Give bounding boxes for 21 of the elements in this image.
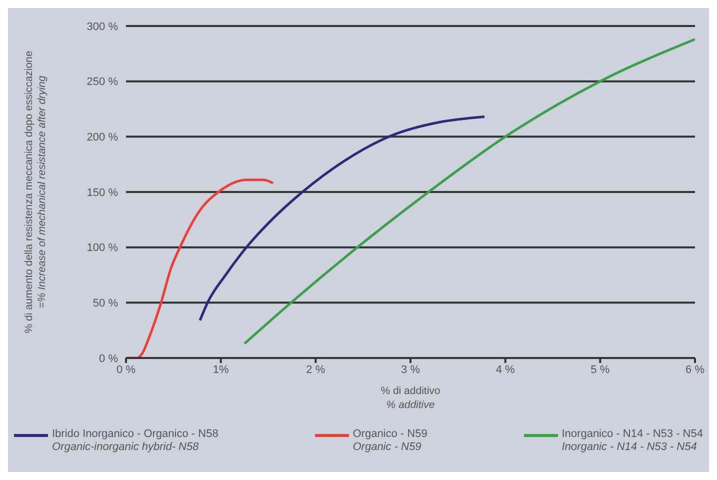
y-tick-label: 100 % <box>86 242 118 254</box>
line-series <box>243 38 695 345</box>
x-tick-label: 2 % <box>306 364 326 376</box>
legend-label: Inorganico - N14 - N53 - N54 Inorganic - N14 - N53 - N54 <box>562 428 703 454</box>
y-tick-label: 200 % <box>86 132 118 144</box>
legend-label: Ibrido Inorganico - Organico - N58 Organic-inorganic hybrid- N58 <box>52 428 218 454</box>
x-tick-label: 6 % <box>686 364 705 376</box>
x-tick-label: 5 % <box>590 364 610 376</box>
y-tick-label: 250 % <box>86 76 118 88</box>
y-tick-label: 150 % <box>86 186 118 199</box>
y-tick-label: 50 % <box>92 298 118 310</box>
y-tick-label: 300 % <box>86 20 118 33</box>
line-series <box>198 115 486 322</box>
y-tick-label: 0 % <box>99 352 118 365</box>
x-tick-label: 4 % <box>496 364 516 376</box>
legend-label: Organico - N59 Organic - N59 <box>352 428 428 454</box>
x-tick-label: 1% <box>212 364 229 376</box>
x-axis-title: % di additivo % additive <box>380 385 440 411</box>
y-axis-title: % di aumento della resistenza meccanica dopo essiccazione =% Increase of mechanical resistance after drying <box>23 50 48 334</box>
x-tick-label: 0 % <box>116 364 136 376</box>
x-tick-label: 3 % <box>401 364 420 376</box>
